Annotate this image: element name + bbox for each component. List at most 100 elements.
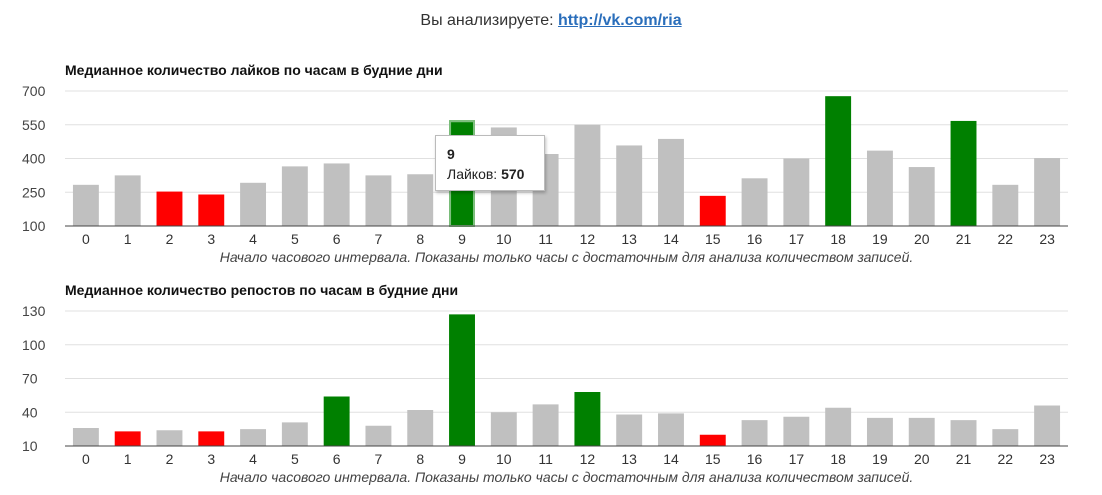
bar-tooltip: 9 Лайков: 570 bbox=[435, 135, 545, 191]
reposts-x-tick-label: 15 bbox=[705, 451, 721, 467]
likes-x-tick-label: 6 bbox=[333, 231, 341, 247]
reposts-x-axis-note: Начало часового интервала. Показаны толь… bbox=[220, 469, 914, 485]
likes-bar bbox=[741, 178, 768, 226]
reposts-bar bbox=[783, 416, 810, 446]
reposts-x-tick-label: 1 bbox=[124, 451, 132, 467]
reposts-bar bbox=[281, 422, 308, 446]
likes-x-tick-label: 17 bbox=[789, 231, 805, 247]
likes-bar bbox=[992, 184, 1019, 226]
likes-bar bbox=[156, 191, 183, 226]
reposts-bar bbox=[532, 404, 559, 446]
reposts-bar bbox=[866, 417, 893, 446]
reposts-bar bbox=[449, 314, 475, 446]
likes-bar bbox=[365, 175, 392, 226]
reposts-x-tick-label: 16 bbox=[747, 451, 763, 467]
likes-x-tick-label: 0 bbox=[82, 231, 90, 247]
reposts-x-tick-label: 22 bbox=[998, 451, 1014, 467]
reposts-x-tick-label: 13 bbox=[621, 451, 637, 467]
reposts-x-tick-label: 2 bbox=[166, 451, 174, 467]
likes-bar bbox=[783, 158, 810, 226]
reposts-bar bbox=[365, 425, 392, 446]
likes-x-tick-label: 14 bbox=[663, 231, 679, 247]
likes-bar bbox=[72, 184, 99, 226]
reposts-x-tick-label: 7 bbox=[375, 451, 383, 467]
likes-bar bbox=[866, 150, 893, 226]
likes-bar bbox=[574, 124, 601, 226]
reposts-y-tick-label: 10 bbox=[22, 438, 38, 454]
likes-x-tick-label: 20 bbox=[914, 231, 930, 247]
reposts-x-tick-label: 23 bbox=[1039, 451, 1055, 467]
reposts-x-tick-label: 8 bbox=[416, 451, 424, 467]
likes-y-tick-label: 550 bbox=[22, 117, 46, 133]
reposts-bar bbox=[240, 429, 267, 446]
likes-x-tick-label: 1 bbox=[124, 231, 132, 247]
reposts-bar bbox=[992, 429, 1019, 446]
reposts-x-tick-label: 4 bbox=[249, 451, 257, 467]
likes-bar bbox=[114, 175, 141, 226]
likes-y-tick-label: 700 bbox=[22, 83, 46, 99]
reposts-bar bbox=[908, 417, 935, 446]
reposts-x-tick-label: 17 bbox=[789, 451, 805, 467]
likes-y-tick-label: 250 bbox=[22, 184, 46, 200]
likes-bar bbox=[616, 145, 643, 226]
reposts-x-tick-label: 11 bbox=[538, 451, 553, 467]
likes-x-tick-label: 13 bbox=[621, 231, 637, 247]
likes-bar bbox=[323, 163, 350, 226]
reposts-x-tick-label: 3 bbox=[207, 451, 215, 467]
likes-bar bbox=[240, 182, 267, 226]
likes-x-tick-label: 2 bbox=[166, 231, 174, 247]
reposts-y-tick-label: 40 bbox=[22, 404, 38, 420]
likes-x-tick-label: 22 bbox=[998, 231, 1014, 247]
likes-bar bbox=[699, 195, 726, 226]
reposts-y-tick-label: 100 bbox=[22, 337, 46, 353]
likes-bar bbox=[407, 174, 434, 226]
reposts-bar bbox=[574, 392, 601, 446]
reposts-x-tick-label: 19 bbox=[872, 451, 888, 467]
reposts-bar bbox=[72, 428, 99, 446]
reposts-x-tick-label: 10 bbox=[496, 451, 512, 467]
reposts-x-tick-label: 14 bbox=[663, 451, 679, 467]
likes-x-tick-label: 11 bbox=[538, 231, 553, 247]
reposts-bar bbox=[156, 430, 183, 446]
tooltip-value: 570 bbox=[501, 166, 525, 182]
likes-bar bbox=[658, 138, 684, 226]
reposts-bar bbox=[658, 413, 684, 446]
likes-x-tick-label: 10 bbox=[496, 231, 512, 247]
reposts-bar bbox=[699, 434, 726, 446]
reposts-x-tick-label: 18 bbox=[830, 451, 846, 467]
reposts-x-tick-label: 21 bbox=[956, 451, 972, 467]
tooltip-label: Лайков: bbox=[447, 166, 502, 182]
header-prefix: Вы анализируете: bbox=[420, 12, 559, 29]
likes-bar bbox=[198, 194, 225, 226]
likes-x-axis-note: Начало часового интервала. Показаны толь… bbox=[220, 249, 914, 265]
likes-x-tick-label: 12 bbox=[580, 231, 596, 247]
likes-x-tick-label: 3 bbox=[207, 231, 215, 247]
reposts-y-tick-label: 70 bbox=[22, 371, 38, 387]
likes-x-tick-label: 9 bbox=[458, 231, 466, 247]
reposts-x-tick-label: 6 bbox=[333, 451, 341, 467]
reposts-x-tick-label: 20 bbox=[914, 451, 930, 467]
likes-x-tick-label: 15 bbox=[705, 231, 721, 247]
reposts-bar bbox=[407, 410, 434, 446]
reposts-bar bbox=[490, 412, 517, 446]
reposts-bar bbox=[198, 431, 225, 446]
likes-x-tick-label: 19 bbox=[872, 231, 888, 247]
reposts-bar bbox=[1034, 405, 1061, 446]
reposts-x-tick-label: 12 bbox=[580, 451, 596, 467]
tooltip-category: 9 bbox=[447, 146, 455, 162]
likes-x-tick-label: 7 bbox=[375, 231, 383, 247]
likes-chart-title: Медианное количество лайков по часам в б… bbox=[65, 62, 443, 78]
likes-x-tick-label: 4 bbox=[249, 231, 257, 247]
reposts-chart-title: Медианное количество репостов по часам в… bbox=[65, 282, 459, 298]
likes-bar bbox=[281, 166, 308, 226]
reposts-x-tick-label: 5 bbox=[291, 451, 299, 467]
likes-x-tick-label: 23 bbox=[1039, 231, 1055, 247]
likes-bar bbox=[1034, 158, 1061, 226]
source-link[interactable]: http://vk.com/ria bbox=[558, 12, 682, 29]
likes-x-tick-label: 5 bbox=[291, 231, 299, 247]
likes-x-tick-label: 21 bbox=[956, 231, 972, 247]
reposts-bar bbox=[950, 420, 977, 446]
likes-y-tick-label: 400 bbox=[22, 151, 46, 167]
